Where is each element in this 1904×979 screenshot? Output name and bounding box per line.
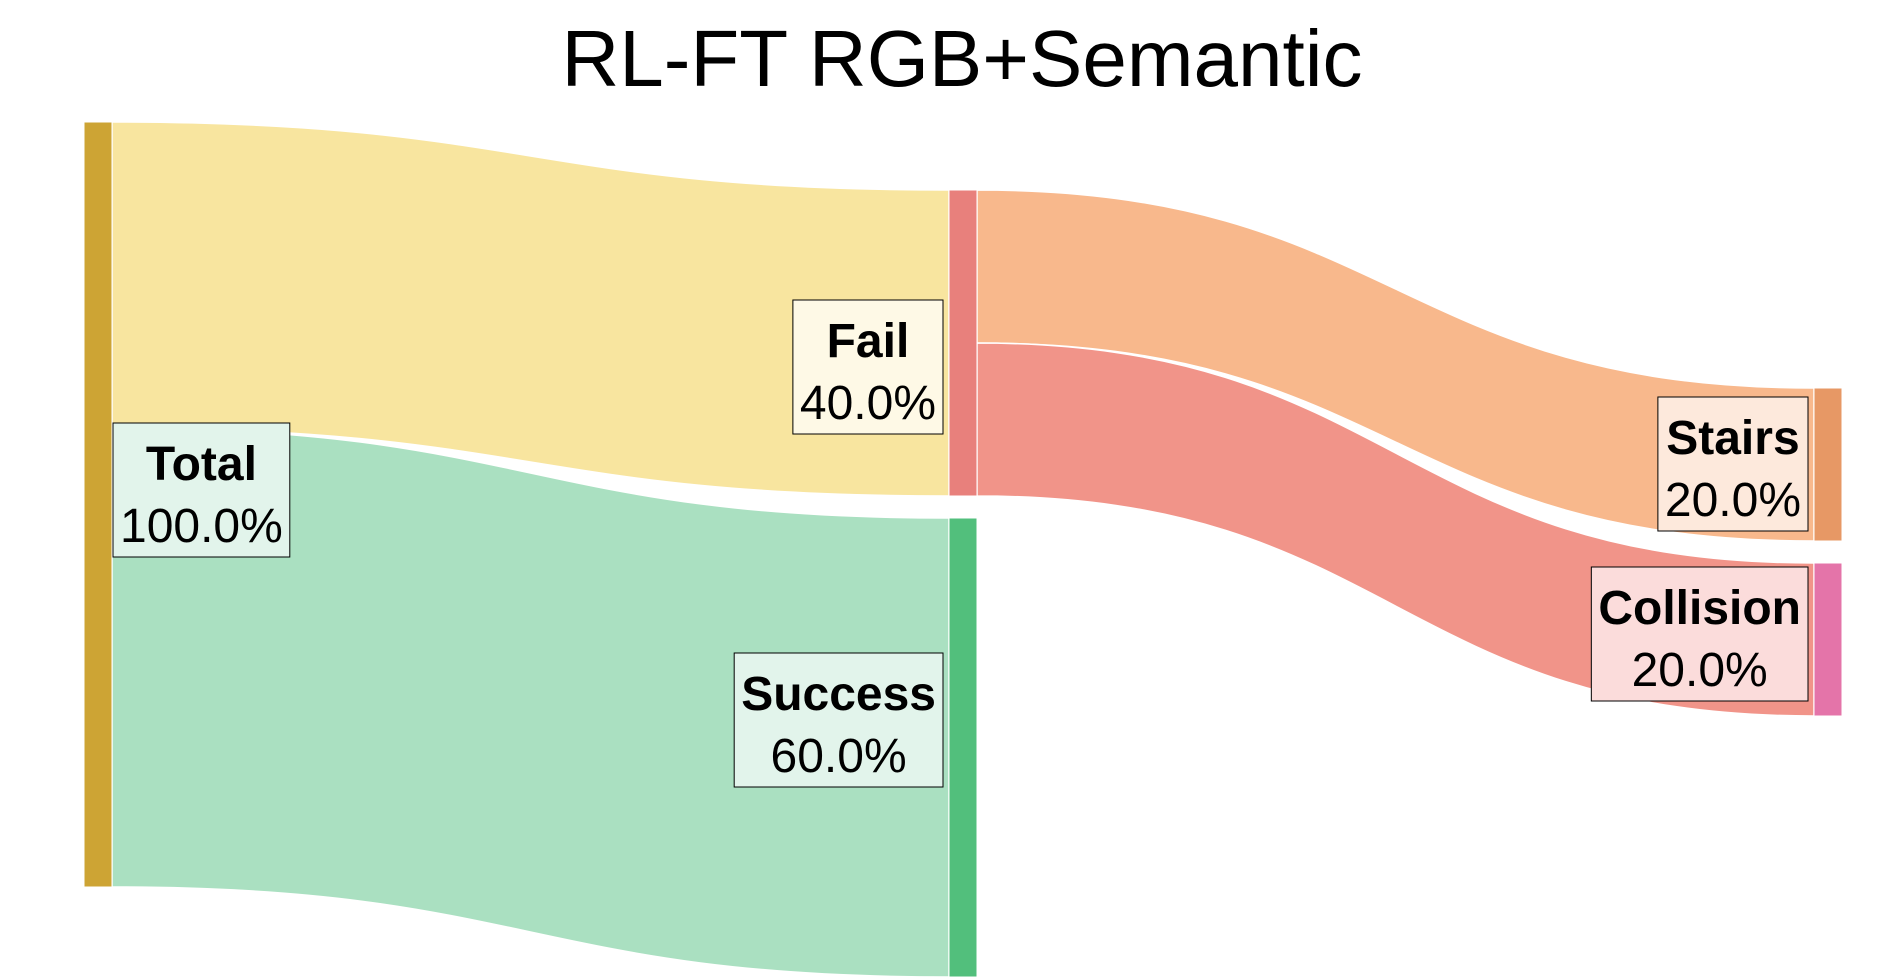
node-label-total: Total 100.0% <box>112 422 291 558</box>
node-label-box-fail <box>792 299 944 435</box>
node-value-stairs: 20.0% <box>1665 474 1801 527</box>
node-label-box-stairs <box>1657 396 1809 532</box>
node-value-total: 100.0% <box>120 500 283 553</box>
node-value-fail: 40.0% <box>800 377 936 430</box>
node-name-total: Total <box>146 438 257 491</box>
node-collision <box>1813 562 1843 717</box>
node-name-fail: Fail <box>827 315 910 368</box>
node-value-collision: 20.0% <box>1632 644 1768 697</box>
chart-title: RL-FT RGB+Semantic <box>562 14 1363 103</box>
node-total <box>83 121 113 888</box>
sankey-labels: Total 100.0% Fail 40.0% Success 60.0% Stairs 20… <box>112 299 1809 788</box>
node-label-collision: Collision 20.0% <box>1590 566 1809 702</box>
sankey-links <box>111 121 1815 978</box>
node-stairs <box>1813 387 1843 542</box>
node-name-stairs: Stairs <box>1666 412 1799 465</box>
node-label-fail: Fail 40.0% <box>792 299 944 435</box>
node-label-stairs: Stairs 20.0% <box>1657 396 1809 532</box>
sankey-nodes <box>83 121 1843 978</box>
node-label-box-success <box>733 652 944 788</box>
node-fail <box>948 189 978 497</box>
node-value-success: 60.0% <box>771 730 907 783</box>
node-label-box-total <box>112 422 291 558</box>
node-name-collision: Collision <box>1598 582 1801 635</box>
node-label-box-collision <box>1590 566 1809 702</box>
node-label-success: Success 60.0% <box>733 652 944 788</box>
node-success <box>948 517 978 978</box>
node-name-success: Success <box>741 668 936 721</box>
